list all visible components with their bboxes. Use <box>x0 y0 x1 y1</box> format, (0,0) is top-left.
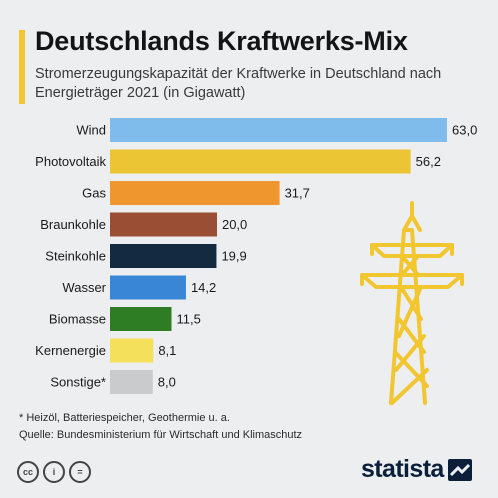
cc-icon[interactable]: cc <box>17 461 39 483</box>
footnote-note: * Heizöl, Batteriespeicher, Geothermie u… <box>19 412 230 424</box>
nd-icon[interactable]: = <box>69 461 91 483</box>
bar-sonstige[interactable] <box>110 370 153 394</box>
category-label: Gas <box>82 186 106 201</box>
bar-photovoltaik[interactable] <box>110 149 411 174</box>
value-label: 63,0 <box>452 123 477 138</box>
bar-gas[interactable] <box>110 181 280 205</box>
bar-wasser[interactable] <box>110 275 186 300</box>
value-label: 14,2 <box>191 280 216 295</box>
category-label: Wind <box>76 123 106 138</box>
title-accent-bar <box>19 30 25 104</box>
footnote-source: Quelle: Bundesministerium für Wirtschaft… <box>19 429 303 441</box>
value-label: 19,9 <box>221 249 246 264</box>
category-label: Photovoltaik <box>35 154 106 169</box>
value-label: 8,0 <box>158 375 176 390</box>
bar-steinkohle[interactable] <box>110 244 217 268</box>
category-label: Biomasse <box>49 312 106 327</box>
bar-kernenergie[interactable] <box>110 338 154 363</box>
value-label: 56,2 <box>416 154 441 169</box>
statista-logo[interactable]: statista <box>361 455 472 484</box>
category-label: Wasser <box>62 280 106 295</box>
category-label: Braunkohle <box>40 217 106 232</box>
bar-biomasse[interactable] <box>110 307 172 331</box>
value-label: 11,5 <box>177 312 201 327</box>
bars-layer: Wind 63,0 Photovoltaik 56,2 Gas 31,7 Braunkohl… <box>35 118 477 394</box>
statista-wordmark: statista <box>361 455 444 483</box>
bar-braunkohle[interactable] <box>110 212 217 237</box>
value-label: 8,1 <box>158 343 176 358</box>
value-label: 20,0 <box>222 217 247 232</box>
category-label: Steinkohle <box>45 249 106 264</box>
category-label: Kernenergie <box>35 343 106 358</box>
license-icons: cc i = <box>17 461 91 483</box>
by-icon[interactable]: i <box>43 461 65 483</box>
footnotes: * Heizöl, Batteriespeicher, Geothermie u… <box>19 410 489 444</box>
category-label: Sonstige* <box>50 375 106 390</box>
power-pylon-icon <box>360 201 464 405</box>
bar-wind[interactable] <box>110 118 447 142</box>
statista-mark-icon <box>447 458 472 481</box>
value-label: 31,7 <box>285 186 310 201</box>
chart-subtitle: Stromerzeugungskapazität der Kraftwerke … <box>35 66 442 101</box>
chart-title: Deutschlands Kraftwerks-Mix <box>35 26 408 56</box>
